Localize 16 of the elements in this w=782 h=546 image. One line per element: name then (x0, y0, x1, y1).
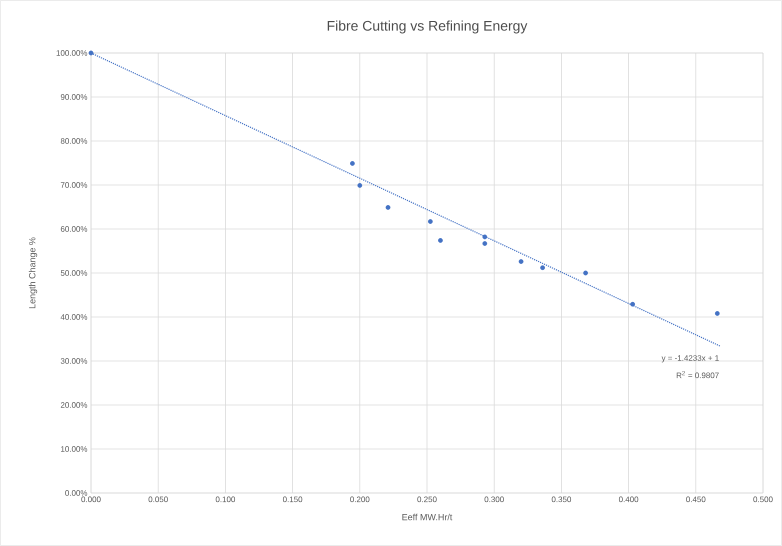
point (438, 238, 443, 243)
point (714, 311, 720, 316)
point (357, 183, 362, 188)
point (350, 161, 355, 166)
point (518, 259, 524, 264)
point (540, 265, 545, 270)
point (386, 205, 390, 210)
point (583, 270, 588, 276)
point (482, 241, 488, 246)
point (88, 50, 94, 56)
point (630, 302, 636, 307)
x-axis-title: Eeff MW.Hr/t (402, 514, 452, 520)
point (482, 234, 488, 240)
chart-title: Fibre Cutting vs Refining Energy (328, 20, 528, 34)
y-axis-title: Length Change % (28, 237, 38, 308)
point (428, 219, 433, 224)
